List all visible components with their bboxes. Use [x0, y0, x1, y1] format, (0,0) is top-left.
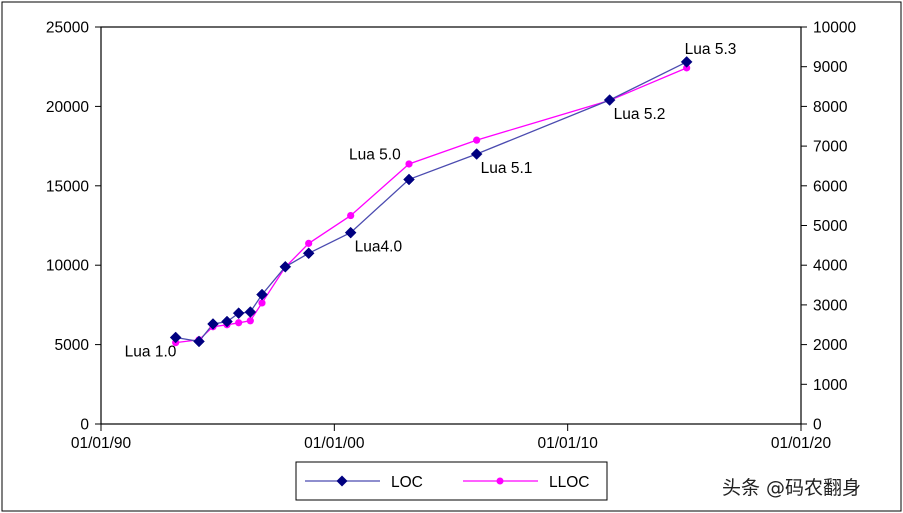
watermark-text: 头条 @码农翻身: [722, 477, 861, 499]
point-loc: [302, 247, 315, 260]
point-lloc: [235, 319, 243, 327]
left-tick-label: 15000: [46, 178, 89, 195]
point-lloc: [246, 317, 254, 325]
right-tick-label: 8000: [813, 99, 848, 116]
left-tick-label: 10000: [46, 258, 89, 275]
right-tick-label: 7000: [813, 139, 848, 156]
legend-marker-lloc: [496, 477, 504, 485]
point-lloc: [683, 64, 691, 72]
point-lloc: [473, 136, 481, 144]
left-tick-label: 0: [80, 417, 89, 434]
right-tick-label: 6000: [813, 178, 848, 195]
point-loc: [193, 335, 205, 348]
x-tick-label: 01/01/00: [304, 435, 365, 452]
point-loc: [603, 94, 616, 106]
x-tick-label: 01/01/20: [771, 435, 832, 452]
point-loc: [470, 148, 483, 160]
legend-label-lloc: LLOC: [549, 474, 590, 491]
point-loc: [169, 331, 182, 344]
right-tick-label: 5000: [813, 218, 848, 235]
point-loc: [221, 315, 233, 328]
right-tick-label: 2000: [813, 337, 848, 354]
legend-label-loc: LOC: [391, 474, 423, 491]
x-axis: 01/01/90 01/01/00 01/01/10 01/01/20: [71, 424, 832, 452]
right-tick-label: 10000: [813, 20, 856, 37]
point-lloc: [347, 211, 355, 220]
x-tick-label: 01/01/10: [537, 435, 598, 452]
annotation-label: Lua4.0: [355, 239, 403, 256]
series-layer: [169, 56, 693, 348]
point-lloc: [305, 239, 313, 247]
point-loc: [207, 318, 219, 330]
left-y-axis: 0 5000 10000 15000 20000 25000: [46, 20, 101, 434]
left-tick-label: 25000: [46, 20, 89, 37]
right-tick-label: 9000: [813, 59, 848, 76]
point-loc: [680, 56, 693, 68]
legend-marker-loc: [336, 475, 348, 487]
annotation-layer: Lua 1.0 Lua4.0 Lua 5.0 Lua 5.1 Lua 5.2 Lua 5.…: [125, 41, 737, 361]
annotation-label: Lua 5.0: [349, 146, 401, 163]
plot-area: [100, 26, 802, 425]
left-tick-label: 5000: [55, 337, 90, 354]
legend: LOC LLOC: [295, 461, 608, 501]
x-tick-label: 01/01/90: [71, 435, 132, 452]
left-tick-label: 20000: [46, 99, 89, 116]
point-lloc: [258, 299, 266, 307]
annotation-label: Lua 5.3: [685, 41, 737, 58]
right-tick-label: 3000: [813, 297, 848, 314]
point-loc: [344, 226, 357, 239]
right-tick-label: 0: [813, 417, 822, 434]
right-tick-label: 1000: [813, 377, 848, 394]
right-tick-label: 4000: [813, 258, 848, 275]
point-loc: [279, 260, 292, 273]
annotation-label: Lua 5.1: [481, 160, 533, 177]
point-loc: [403, 173, 415, 186]
point-lloc: [405, 160, 413, 168]
point-loc: [244, 306, 257, 318]
point-loc: [256, 288, 268, 301]
annotation-label: Lua 1.0: [125, 343, 177, 360]
right-y-axis: 0 1000 2000 3000 4000 5000 6000 7000 8000 9000 100…: [801, 20, 856, 434]
annotation-label: Lua 5.2: [614, 106, 666, 123]
point-loc: [232, 307, 245, 320]
